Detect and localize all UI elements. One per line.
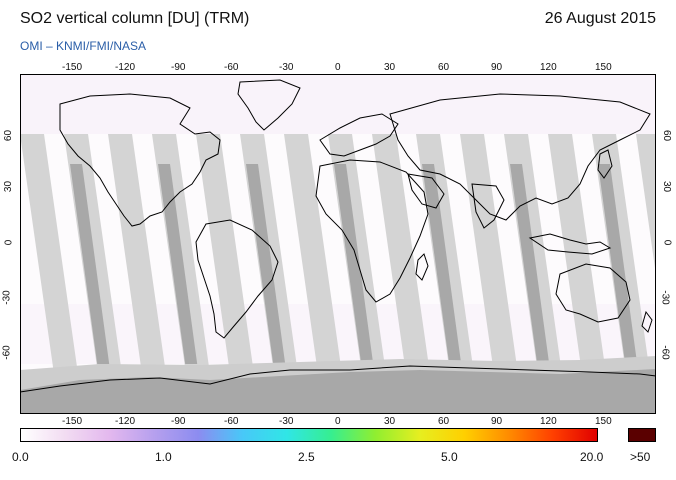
japan-outline [597, 149, 613, 179]
lon-tick-top-3: -90 [171, 62, 186, 73]
lon-tick-top-8: 60 [438, 62, 450, 73]
africa-outline [315, 159, 429, 303]
lat-tick-right-1: 60 [661, 129, 673, 142]
lon-tick-bottom-8: 60 [438, 416, 450, 427]
lon-tick-top-7: 30 [384, 62, 396, 73]
orbit-swath [636, 134, 656, 276]
orbit-swath [284, 134, 342, 374]
orbit-swath [548, 134, 606, 374]
orbit-swath-overlap [158, 164, 198, 364]
lat-tick-left-5: -60 [1, 345, 13, 360]
orbit-swath-overlap [510, 164, 550, 364]
orbit-swath [460, 134, 518, 374]
lon-tick-bottom-10: 120 [540, 416, 557, 427]
orbit-swath [20, 134, 78, 374]
lon-tick-top-4: -60 [224, 62, 239, 73]
lon-tick-top-1: -150 [62, 62, 83, 73]
lon-tick-top-6: 0 [335, 62, 341, 73]
colorbar-label-1: 1.0 [155, 450, 172, 464]
lon-tick-bottom-5: -30 [279, 416, 294, 427]
lat-tick-right-5: -60 [659, 345, 671, 360]
madagascar-outline [415, 253, 429, 281]
polar-edge-band [20, 356, 656, 390]
colorbar-label-5: >50 [630, 450, 651, 464]
lon-tick-bottom-6: 0 [335, 416, 341, 427]
lat-tick-right-2: 30 [661, 180, 673, 193]
orbit-swath-overlap [598, 164, 638, 364]
lon-tick-bottom-1: -150 [62, 416, 83, 427]
lat-tick-right-3: 0 [661, 239, 673, 246]
map-title: SO2 vertical column [DU] (TRM) [20, 10, 250, 27]
lon-tick-bottom-2: -120 [115, 416, 136, 427]
colorbar [20, 428, 598, 442]
greenland-outline [237, 79, 301, 131]
lon-tick-bottom-4: -60 [224, 416, 239, 427]
colorbar-label-0: 0.0 [12, 450, 29, 464]
arabia-outline [407, 173, 445, 209]
orbit-swath-overlap [334, 164, 374, 364]
south-america-outline [195, 219, 279, 339]
colorbar-label-4: 20.0 [580, 450, 604, 464]
new-zealand-outline [641, 310, 653, 333]
lon-tick-bottom-3: -90 [171, 416, 186, 427]
lon-tick-top-10: 120 [540, 62, 557, 73]
europe-outline [319, 113, 399, 157]
orbit-swaths [20, 134, 656, 374]
lon-tick-top-2: -120 [115, 62, 136, 73]
colorbar-label-2: 2.5 [298, 450, 315, 464]
lon-tick-top-11: 150 [595, 62, 612, 73]
map-date: 26 August 2015 [544, 10, 656, 27]
map-frame [20, 74, 656, 414]
indonesia-outline [528, 233, 612, 255]
orbit-swath-overlap [70, 164, 110, 364]
colorbar-label-3: 5.0 [441, 450, 458, 464]
lat-tick-left-3: 0 [3, 239, 15, 246]
lat-tick-right-4: -30 [659, 290, 671, 305]
orbit-swath-overlap [422, 164, 462, 364]
north-america-outline [59, 93, 221, 227]
lon-tick-bottom-7: 30 [384, 416, 396, 427]
lat-tick-left-2: 30 [3, 180, 15, 193]
lon-tick-top-9: 90 [491, 62, 503, 73]
coastlines [20, 79, 656, 393]
lon-tick-bottom-11: 150 [595, 416, 612, 427]
orbit-swath [372, 134, 430, 374]
lon-tick-top-5: -30 [279, 62, 294, 73]
lon-tick-bottom-9: 90 [491, 416, 503, 427]
so2-world-map [20, 74, 656, 414]
antarctica-outline [20, 365, 656, 393]
asia-outline [389, 93, 651, 221]
lat-tick-left-1: 60 [3, 129, 15, 142]
colorbar-overflow-swatch [628, 428, 656, 442]
data-credit: OMI – KNMI/FMI/NASA [20, 39, 147, 53]
australia-outline [555, 263, 631, 323]
india-outline [471, 183, 505, 229]
orbit-swath [108, 134, 166, 374]
lat-tick-left-4: -30 [1, 290, 13, 305]
orbit-swath [196, 134, 254, 374]
orbit-swath-overlap [246, 164, 286, 364]
